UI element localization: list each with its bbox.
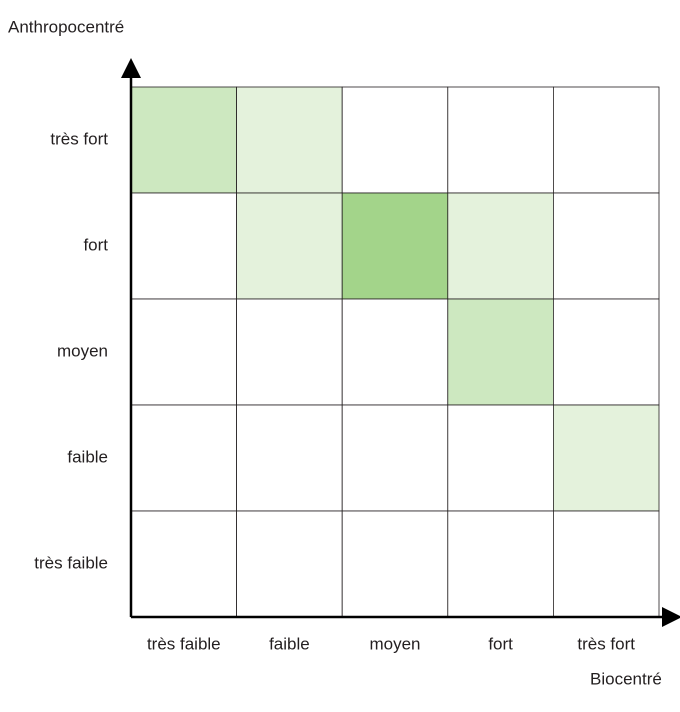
- cell: [341, 510, 449, 618]
- cell: [236, 192, 343, 300]
- cell: [553, 404, 660, 512]
- cell: [447, 298, 554, 406]
- column-label: faible: [269, 634, 310, 653]
- row-label: faible: [67, 447, 108, 466]
- cell: [130, 510, 237, 618]
- cell: [130, 192, 237, 300]
- cell: [341, 404, 449, 512]
- column-label: fort: [488, 634, 513, 653]
- cell: [236, 298, 343, 406]
- cell: [236, 510, 343, 618]
- column-label: très faible: [147, 634, 221, 653]
- column-label: très fort: [577, 634, 635, 653]
- cell: [341, 86, 449, 194]
- row-label: fort: [83, 235, 108, 254]
- cell: [130, 86, 237, 194]
- cell: [130, 404, 237, 512]
- x-axis-label: Biocentré: [590, 669, 662, 688]
- row-label: très faible: [34, 553, 108, 572]
- cell: [236, 86, 343, 194]
- cells: [130, 86, 660, 618]
- row-label: moyen: [57, 341, 108, 360]
- cell: [553, 298, 660, 406]
- cell: [553, 192, 660, 300]
- cell: [341, 192, 449, 300]
- cell: [553, 86, 660, 194]
- y-axis-label: Anthropocentré: [8, 17, 124, 36]
- cell: [447, 404, 554, 512]
- cell: [130, 298, 237, 406]
- cell: [447, 510, 554, 618]
- cell: [447, 192, 554, 300]
- cell: [447, 86, 554, 194]
- column-label: moyen: [369, 634, 420, 653]
- row-label: très fort: [50, 129, 108, 148]
- cell: [236, 404, 343, 512]
- cell: [553, 510, 660, 618]
- cell: [341, 298, 449, 406]
